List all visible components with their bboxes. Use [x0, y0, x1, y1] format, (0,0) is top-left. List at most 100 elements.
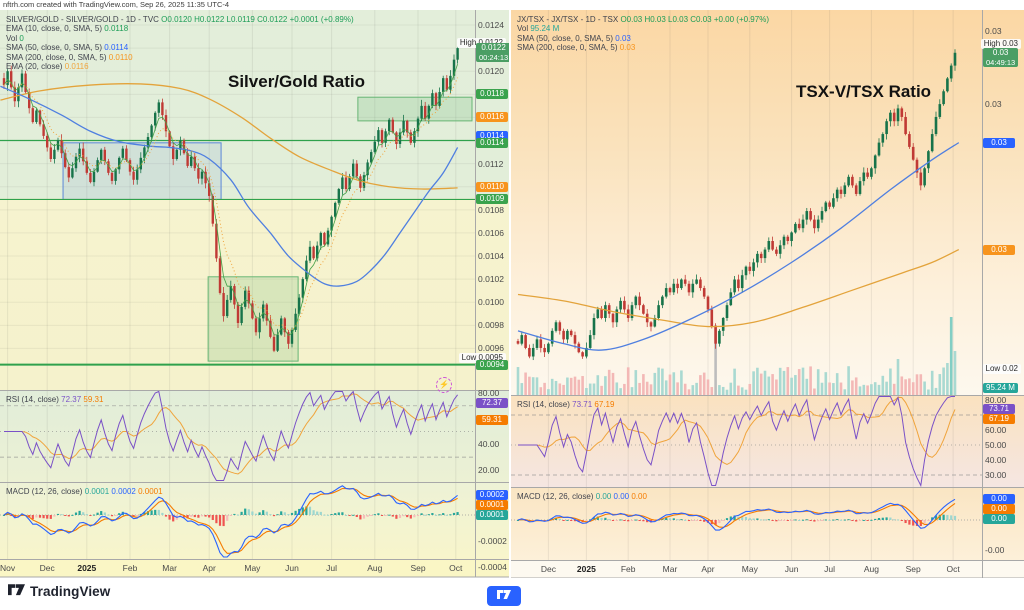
tradingview-badge-icon: [497, 590, 511, 599]
symbol-row[interactable]: SILVER/GOLD - SILVER/GOLD - 1D - TVC O0.…: [6, 15, 354, 24]
price-tick: 0.0108: [478, 204, 504, 215]
indicator-row-sma50[interactable]: SMA (50, close, 0, SMA, 5) 0.03: [517, 33, 631, 43]
price-badge: 0.03: [983, 244, 1015, 255]
volume-badge: 95.24 M: [983, 383, 1018, 393]
month-label: Jun: [784, 564, 799, 574]
month-label: Jul: [326, 563, 338, 573]
flash-icon[interactable]: ⚡: [436, 377, 452, 393]
price-badge: 0.03: [983, 137, 1015, 148]
price-badge: 0.0110: [476, 181, 508, 192]
price-tick: 0.0100: [478, 297, 504, 308]
indicator-row-ema10[interactable]: EMA (10, close, 0, SMA, 5) 0.0118: [6, 24, 129, 34]
silver-gold-chart: SILVER/GOLD - SILVER/GOLD - 1D - TVC O0.…: [0, 10, 509, 578]
month-label: Feb: [620, 564, 636, 574]
price-tick: 0.0124: [478, 20, 504, 30]
indicator-row-sma50[interactable]: SMA (50, close, 0, SMA, 5) 0.0114: [6, 43, 129, 53]
macd-signal-badge: 0.00: [983, 504, 1015, 515]
macd-tick: -0.0002: [478, 536, 507, 546]
month-label: Nov: [0, 563, 16, 573]
indicator-row-vol[interactable]: Vol 0: [6, 33, 24, 43]
month-label: Sep: [410, 563, 426, 573]
indicator-row-ema20[interactable]: EMA (20, close) 0.0116: [6, 62, 89, 72]
price-tick: 0.0096: [478, 343, 504, 354]
month-label: Mar: [662, 564, 678, 574]
month-label: Apr: [202, 563, 216, 573]
macd-signal-badge: 0.0001: [476, 500, 508, 511]
month-label: Jul: [824, 564, 836, 574]
month-label: Dec: [39, 563, 55, 573]
tradingview-wordmark: TradingView: [30, 584, 111, 599]
price-badge: 0.0118: [476, 89, 508, 100]
rsi-badge: 59.31: [476, 414, 508, 425]
last-price-badge: 0.03 04:49:13: [983, 47, 1019, 67]
time-axis[interactable]: [0, 559, 509, 577]
ohlc-values: O0.03 H0.03 L0.03 C0.03 +0.00 (+0.97%): [620, 15, 769, 24]
rsi-tick: 60.00: [985, 425, 1007, 435]
chart-title: Silver/Gold Ratio: [228, 72, 365, 91]
macd-legend[interactable]: MACD (12, 26, close) 0.0001 0.0002 0.000…: [6, 487, 163, 496]
price-badge: 0.0114: [476, 137, 508, 148]
rsi-tick: 40.00: [478, 439, 500, 450]
price-chart-canvas[interactable]: [511, 10, 1024, 578]
price-badge: 0.0094: [476, 359, 508, 370]
month-label: May: [741, 564, 758, 574]
month-label: 2025: [576, 564, 596, 574]
month-label: Apr: [701, 564, 715, 574]
price-badge: 0.0116: [476, 112, 508, 123]
rsi-tick: 30.00: [985, 470, 1007, 480]
rsi-badge: 73.71: [983, 404, 1015, 415]
month-label: Aug: [367, 563, 383, 573]
chart-title: TSX-V/TSX Ratio: [796, 82, 932, 101]
rsi-legend[interactable]: RSI (14, close) 73.71 67.19: [517, 400, 615, 409]
price-tick: 0.0112: [478, 158, 504, 169]
month-label: Sep: [905, 564, 921, 574]
footer-bar: TradingView: [0, 578, 1024, 610]
rsi-pane-background: [0, 390, 509, 482]
legend[interactable]: JX/TSX - JX/TSX - 1D - TSX O0.03 H0.03 L…: [517, 15, 769, 53]
tradingview-logo-icon: [8, 584, 25, 596]
price-tick: 0.0102: [478, 274, 504, 285]
tradingview-logo[interactable]: TradingView: [8, 584, 110, 599]
macd-legend[interactable]: MACD (12, 26, close) 0.00 0.00 0.00: [517, 492, 647, 501]
price-tick: 0.0104: [478, 251, 504, 262]
price-tick: 0.03: [985, 26, 1002, 37]
indicator-row-sma200[interactable]: SMA (200, close, 0, SMA, 5) 0.0110: [6, 52, 133, 62]
rsi-tick: 20.00: [478, 464, 500, 475]
rsi-tick: 80.00: [985, 395, 1007, 405]
macd-tick: -0.0004: [478, 562, 507, 572]
tradingview-blue-badge[interactable]: [487, 586, 521, 606]
time-axis[interactable]: [511, 560, 1024, 578]
price-tick: 0.0120: [478, 66, 504, 77]
price-tick: 0.0098: [478, 320, 504, 331]
ohlc-values: O0.0120 H0.0122 L0.0119 C0.0122 +0.0001 …: [161, 15, 354, 24]
month-label: 2025: [77, 563, 97, 573]
attribution-text: nftrh.com created with TradingView.com, …: [0, 0, 1024, 10]
month-label: May: [244, 563, 261, 573]
indicator-row-sma200[interactable]: SMA (200, close, 0, SMA, 5) 0.03: [517, 43, 636, 53]
month-label: Mar: [162, 563, 177, 573]
month-label: Aug: [863, 564, 879, 574]
macd-tick: -0.00: [985, 544, 1005, 555]
macd-pane-background: [0, 482, 509, 559]
rsi-badge: 72.37: [476, 397, 508, 408]
price-chart-canvas[interactable]: [0, 10, 509, 578]
price-badge: 0.0109: [476, 194, 508, 205]
macd-hist-badge: 0.00: [983, 514, 1015, 525]
macd-pane-background: [511, 487, 1024, 560]
tsxv-tsx-chart: JX/TSX - JX/TSX - 1D - TSX O0.03 H0.03 L…: [511, 10, 1024, 578]
rsi-legend[interactable]: RSI (14, close) 72.37 59.31: [6, 395, 104, 404]
price-tick: 0.03: [985, 99, 1002, 110]
indicator-row-vol[interactable]: Vol 95.24 M: [517, 24, 560, 34]
rsi-tick: 50.00: [985, 440, 1007, 450]
symbol-row[interactable]: JX/TSX - JX/TSX - 1D - TSX O0.03 H0.03 L…: [517, 15, 769, 24]
low-label: Low 0.02: [982, 364, 1021, 375]
low-label: Low 0.0095: [458, 352, 506, 363]
rsi-tick: 80.00: [478, 388, 500, 398]
legend[interactable]: SILVER/GOLD - SILVER/GOLD - 1D - TVC O0.…: [6, 15, 354, 71]
high-label: High 0.03: [980, 39, 1021, 50]
month-label: Oct: [449, 563, 463, 573]
month-label: Jun: [285, 563, 299, 573]
month-label: Feb: [122, 563, 138, 573]
rsi-tick: 40.00: [985, 455, 1007, 465]
